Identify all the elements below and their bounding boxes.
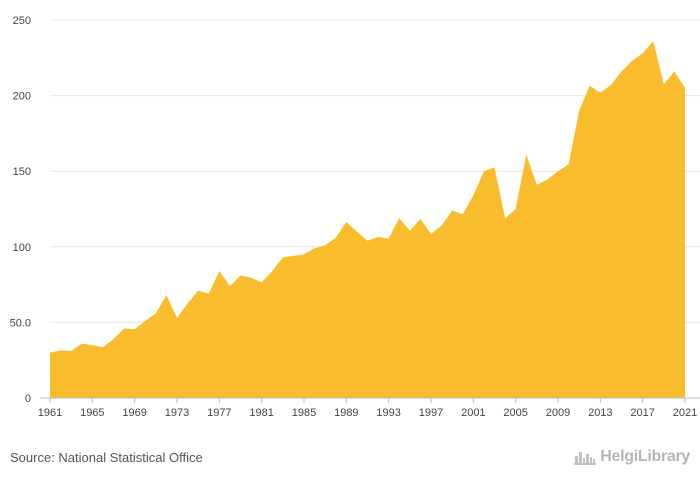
- y-tick-label: 0: [25, 393, 31, 405]
- x-tick-label: 1981: [249, 407, 273, 419]
- brand-name: HelgiLibrary: [600, 448, 690, 465]
- x-tick-label: 2001: [461, 407, 485, 419]
- x-tick-label: 1961: [38, 407, 62, 419]
- x-tick-label: 2005: [503, 407, 527, 419]
- y-tick-label: 150: [13, 166, 31, 178]
- y-tick-label: 250: [13, 15, 31, 27]
- y-tick-label: 200: [13, 91, 31, 103]
- city-skyline-icon: [574, 452, 597, 465]
- area-series: [50, 41, 685, 398]
- x-tick-label: 1993: [376, 407, 400, 419]
- x-tick-label: 2009: [546, 407, 570, 419]
- x-tick-label: 2017: [630, 407, 654, 419]
- x-tick-label: 1973: [165, 407, 189, 419]
- x-tick-label: 1969: [122, 407, 146, 419]
- y-axis-tick-labels: 0 50.0 100 150 200 250: [10, 15, 31, 405]
- area-fill: [50, 41, 685, 398]
- x-tick-label: 1997: [419, 407, 443, 419]
- x-tick-label: 1985: [292, 407, 316, 419]
- x-tick-label: 1965: [80, 407, 104, 419]
- y-tick-label: 100: [13, 242, 31, 254]
- x-tick-label: 1977: [207, 407, 231, 419]
- x-tick-label: 2021: [673, 407, 697, 419]
- x-tick-label: 2013: [588, 407, 612, 419]
- x-axis-tick-labels: 1961 1965 1969 1973 1977 1981 1985 1989 1993 1997…: [38, 407, 697, 419]
- brand-logo: HelgiLibrary: [574, 448, 690, 466]
- y-tick-label: 50.0: [10, 317, 31, 329]
- axes: [40, 397, 700, 403]
- source-note: Source: National Statistical Office: [10, 450, 203, 465]
- x-tick-label: 1989: [334, 407, 358, 419]
